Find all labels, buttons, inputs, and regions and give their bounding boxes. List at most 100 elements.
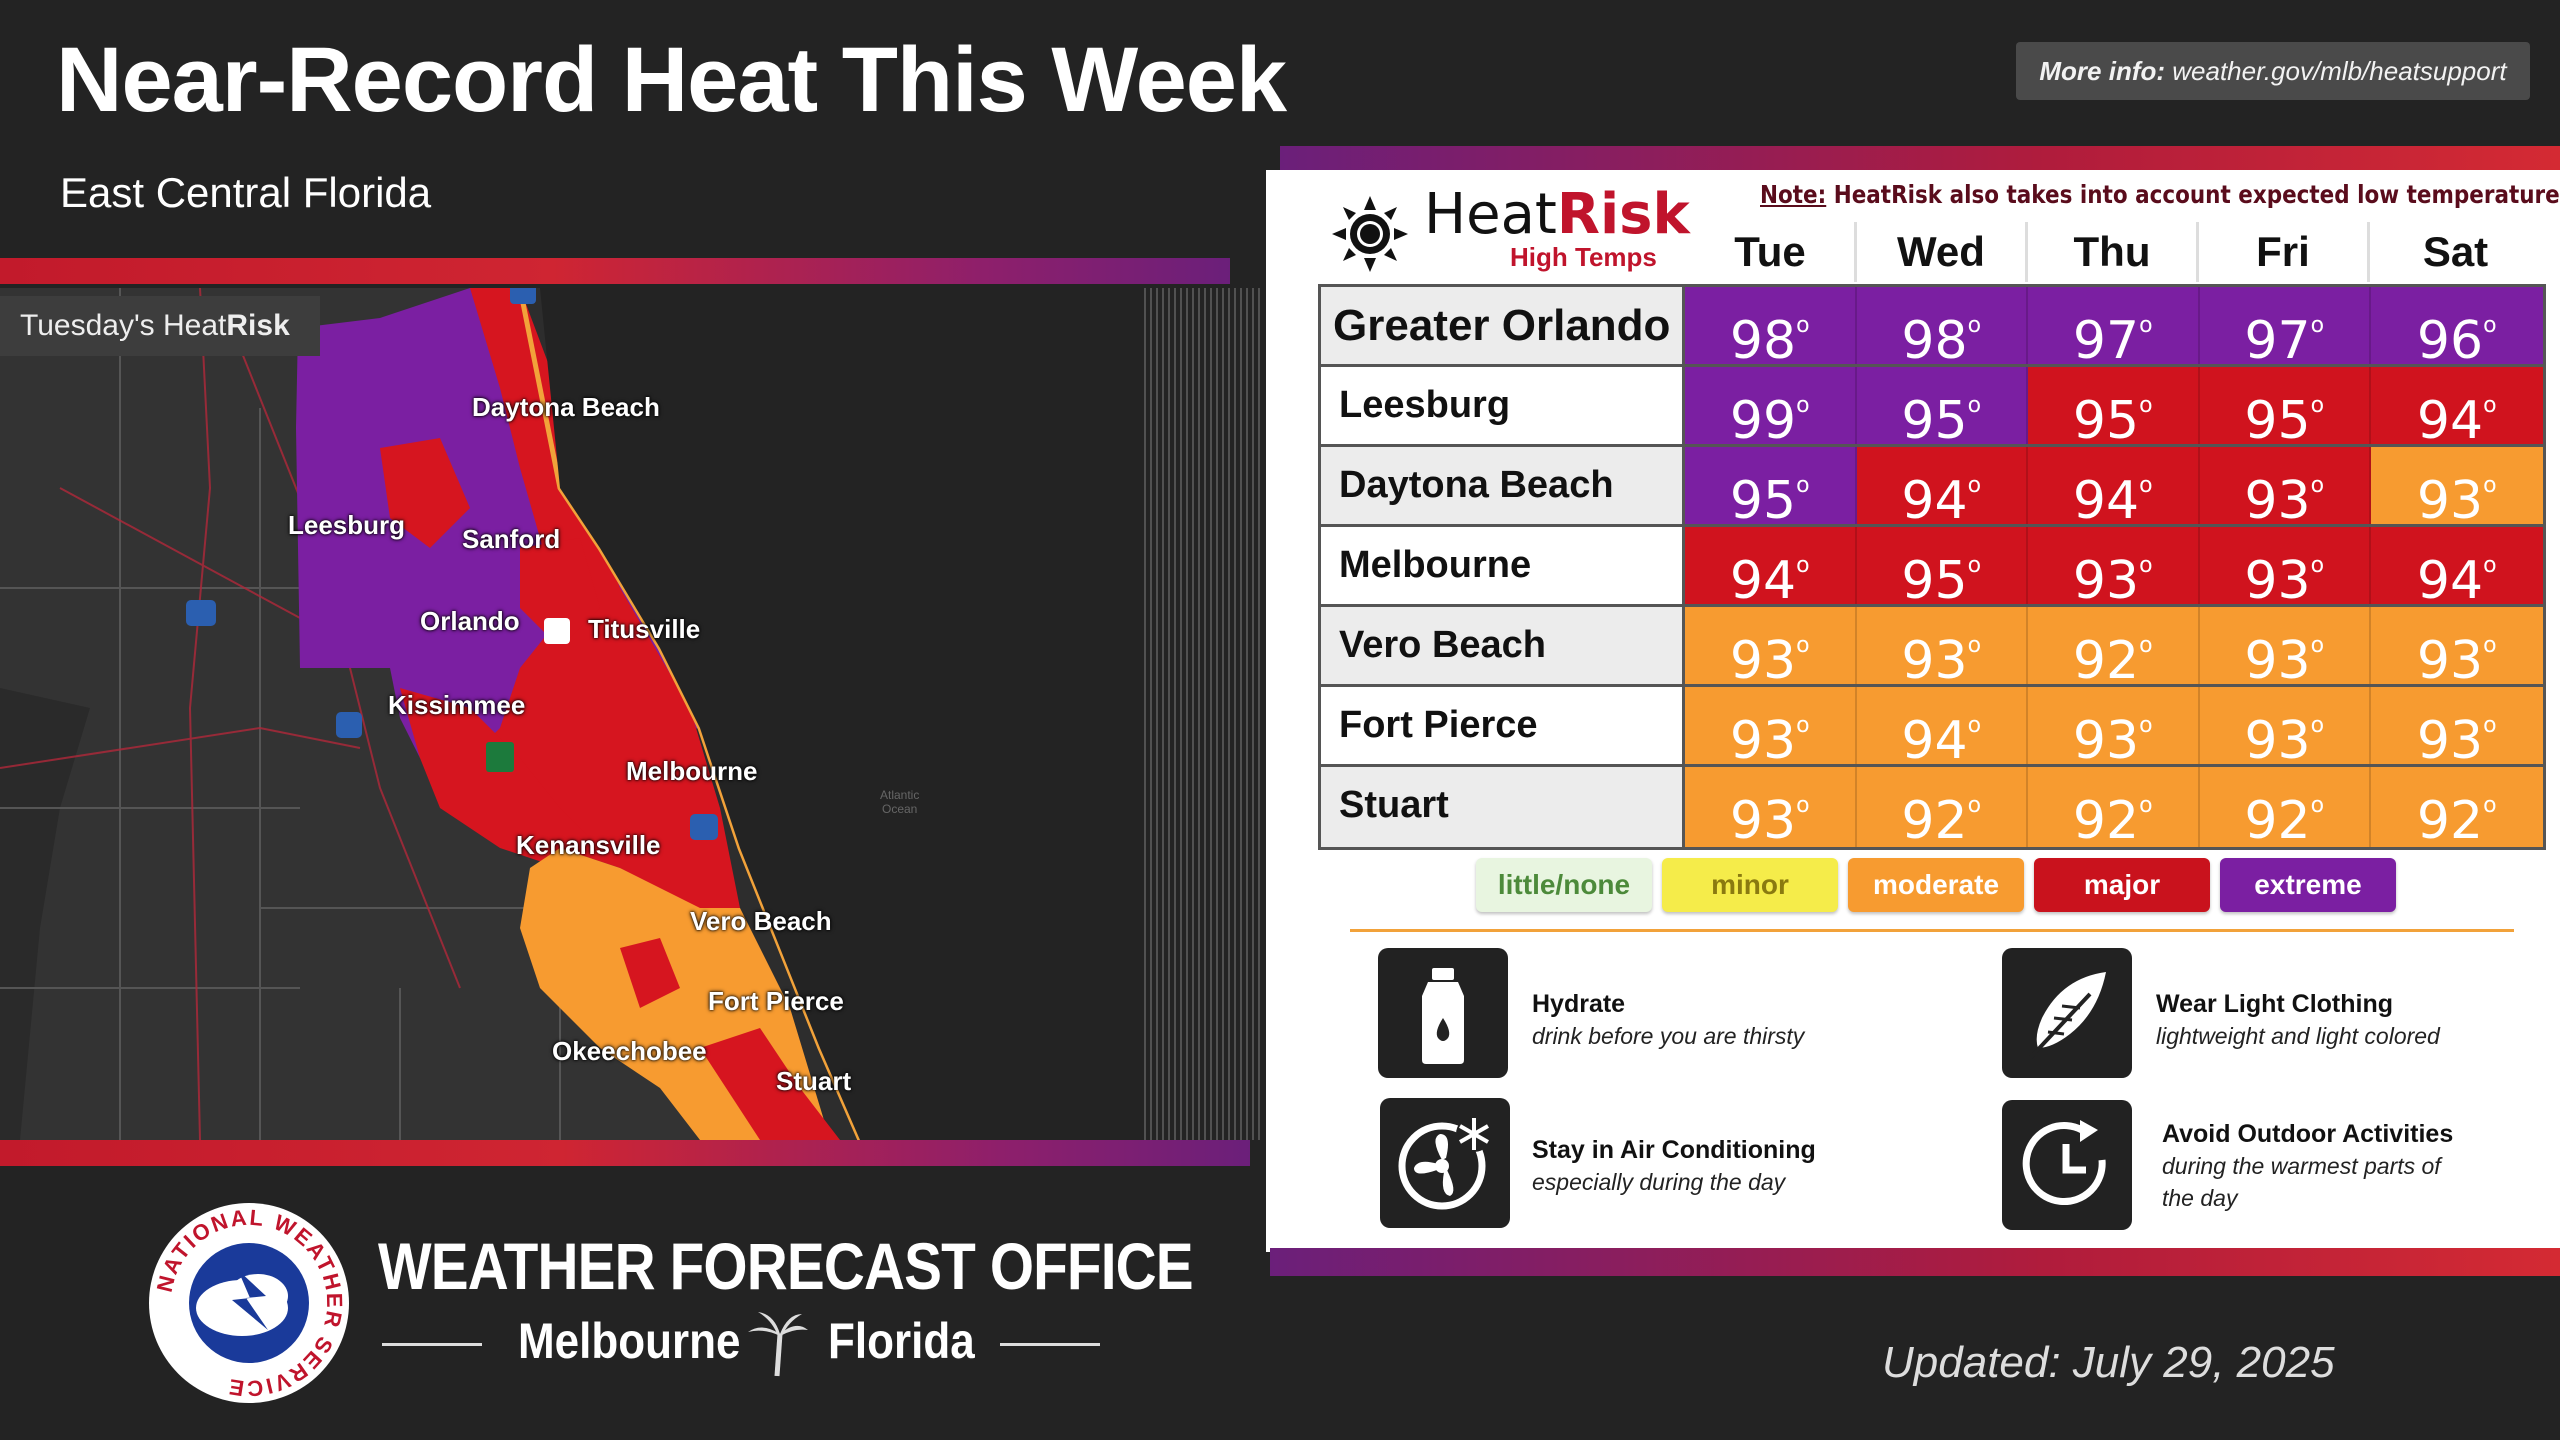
temp-cell-sat: 94o xyxy=(2371,527,2543,611)
note-text: HeatRisk also takes into account expecte… xyxy=(1826,180,2560,209)
temp-cell-thu: 92o xyxy=(2028,607,2200,691)
degree-mark: o xyxy=(2483,313,2497,338)
more-info-link[interactable]: More info: weather.gov/mlb/heatsupport xyxy=(2016,42,2530,100)
map-label-vero-beach: Vero Beach xyxy=(690,906,832,936)
map-ocean-label: Atlantic Ocean xyxy=(880,788,919,817)
temp-cell-wed: 95o xyxy=(1856,527,2028,611)
degree-mark: o xyxy=(1796,553,1810,578)
tip-hydrate-sub: drink before you are thirsty xyxy=(1532,1023,1805,1049)
degree-mark: o xyxy=(1967,713,1982,738)
location-rule-right xyxy=(1000,1343,1100,1346)
temp-value: 94 xyxy=(2416,551,2484,611)
sun-icon xyxy=(1332,196,1408,272)
feather-icon xyxy=(2002,948,2132,1078)
map-label-kissimmee: Kissimmee xyxy=(388,690,526,720)
temp-cell-wed: 93o xyxy=(1856,607,2028,691)
tip-clothing-sub: lightweight and light colored xyxy=(2156,1023,2440,1049)
temp-cell-sat: 93o xyxy=(2371,447,2543,531)
temp-cell-tue: 94o xyxy=(1685,527,1857,611)
location-name: Melbourne xyxy=(1321,527,1685,604)
temp-cell-tue: 98o xyxy=(1685,287,1857,371)
map-title: Tuesday's HeatRisk xyxy=(0,296,320,356)
location-rule-left xyxy=(382,1343,482,1346)
legend-major: major xyxy=(2034,858,2210,912)
page-title: Near-Record Heat This Week xyxy=(56,29,1287,131)
temp-cell-sat: 93o xyxy=(2371,687,2543,771)
degree-mark: o xyxy=(2310,393,2325,418)
heatrisk-note: Note: HeatRisk also takes into account e… xyxy=(1760,180,2560,209)
temp-value: 93 xyxy=(2416,711,2484,771)
temp-value: 93 xyxy=(2072,711,2140,771)
office-city: Melbourne xyxy=(518,1313,741,1369)
temp-value: 93 xyxy=(2072,551,2140,611)
temp-cell-fri: 97o xyxy=(2199,287,2371,371)
temp-value: 97 xyxy=(2244,311,2311,371)
degree-mark: o xyxy=(2483,393,2497,418)
office-location: Melbourne Florida xyxy=(382,1308,1102,1378)
temp-value: 94 xyxy=(1901,711,1968,771)
map-label-okeechobee: Okeechobee xyxy=(552,1036,707,1066)
map-fade-edge xyxy=(1140,288,1260,1140)
map-label-stuart: Stuart xyxy=(776,1066,852,1096)
temp-cell-wed: 95o xyxy=(1856,367,2028,451)
panel-top-band xyxy=(1280,146,2560,172)
degree-mark: o xyxy=(1796,393,1810,418)
temp-cell-fri: 95o xyxy=(2199,367,2371,451)
table-row: Melbourne 94o 95o 93o 93o 94o xyxy=(1321,527,2543,611)
temp-value: 93 xyxy=(2244,711,2311,771)
temp-cell-sat: 94o xyxy=(2371,367,2543,451)
tip-ac-sub: especially during the day xyxy=(1532,1169,1786,1195)
degree-mark: o xyxy=(2310,713,2325,738)
map-title-prefix: Tuesday's Heat xyxy=(20,309,227,342)
temp-cell-thu: 93o xyxy=(2028,527,2200,611)
bottom-band xyxy=(0,1140,1250,1166)
degree-mark: o xyxy=(2483,553,2497,578)
degree-mark: o xyxy=(1796,313,1810,338)
degree-mark: o xyxy=(1796,793,1810,818)
degree-mark: o xyxy=(2139,473,2153,498)
table-row: Fort Pierce 93o 94o 93o 93o 93o xyxy=(1321,687,2543,771)
ocean-label-line2: Ocean xyxy=(882,802,918,817)
heatrisk-table: Greater Orlando 98o 98o 97o 97o 96o Leesburg 99… xyxy=(1318,284,2546,851)
more-info-label: More info: xyxy=(2039,56,2166,86)
panel-bottom-band xyxy=(1270,1248,2560,1276)
day-header-row: Tue Wed Thu Fri Sat xyxy=(1686,222,2541,282)
temp-value: 92 xyxy=(2072,791,2140,851)
legend-little-none: little/none xyxy=(1476,858,1652,912)
temp-value: 92 xyxy=(2416,791,2484,851)
degree-mark: o xyxy=(1796,633,1810,658)
degree-mark: o xyxy=(2139,393,2153,418)
temp-cell-thu: 97o xyxy=(2028,287,2200,371)
temp-cell-tue: 93o xyxy=(1685,767,1857,851)
table-row: Vero Beach 93o 93o 92o 93o 93o xyxy=(1321,607,2543,691)
map-label-sanford: Sanford xyxy=(462,524,561,554)
temp-value: 93 xyxy=(2416,631,2484,691)
page-subtitle: East Central Florida xyxy=(60,169,432,216)
top-band xyxy=(0,258,1230,284)
day-header-tue: Tue xyxy=(1686,222,1857,282)
degree-mark: o xyxy=(1967,553,1982,578)
day-header-thu: Thu xyxy=(2028,222,2199,282)
risk-legend: little/none minor moderate major extreme xyxy=(1476,858,2396,912)
temp-value: 92 xyxy=(2244,791,2311,851)
air-conditioning-icon xyxy=(1380,1098,1510,1228)
location-name: Greater Orlando xyxy=(1321,287,1685,364)
temp-value: 94 xyxy=(2072,471,2140,531)
degree-mark: o xyxy=(1796,713,1810,738)
degree-mark: o xyxy=(1967,473,1982,498)
degree-mark: o xyxy=(2310,553,2325,578)
updated-date: Updated: July 29, 2025 xyxy=(1882,1338,2335,1387)
temp-value: 93 xyxy=(1729,791,1797,851)
temp-value: 96 xyxy=(2416,311,2484,371)
temp-cell-fri: 93o xyxy=(2199,607,2371,691)
degree-mark: o xyxy=(1796,473,1810,498)
temp-value: 93 xyxy=(1729,711,1797,771)
water-bottle-icon xyxy=(1378,948,1508,1078)
degree-mark: o xyxy=(2310,473,2325,498)
temp-value: 94 xyxy=(2416,391,2484,451)
nws-seal-logo: NATIONAL WEATHER SERVICE xyxy=(149,1203,349,1403)
legend-extreme: extreme xyxy=(2220,858,2396,912)
temp-value: 94 xyxy=(1901,471,1968,531)
temp-value: 95 xyxy=(2072,391,2140,451)
logo-risk: Risk xyxy=(1556,182,1690,247)
